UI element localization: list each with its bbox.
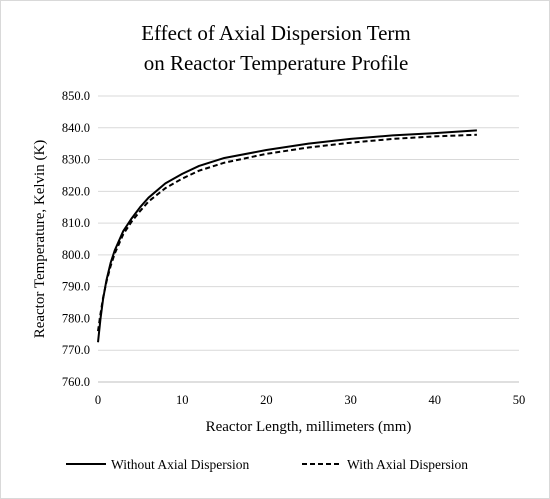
x-tick-label: 30	[344, 393, 357, 407]
legend-label-1: With Axial Dispersion	[347, 457, 468, 472]
y-axis-label: Reactor Temperature, Kelvin (K)	[32, 140, 48, 339]
y-tick-label: 780.0	[62, 311, 90, 325]
y-tick-label: 760.0	[62, 375, 90, 389]
y-tick-label: 800.0	[62, 248, 90, 262]
y-tick-label: 790.0	[62, 280, 90, 294]
chart-title: Effect of Axial Dispersion Term	[141, 21, 411, 45]
x-tick-label: 40	[429, 393, 442, 407]
series-line-0	[97, 129, 477, 343]
x-tick-label: 20	[260, 393, 273, 407]
x-tick-label: 10	[176, 393, 189, 407]
y-tick-label: 820.0	[62, 184, 90, 198]
y-tick-label: 840.0	[62, 121, 90, 135]
y-tick-label: 830.0	[62, 153, 90, 167]
x-tick-label: 0	[95, 393, 101, 407]
y-tick-label: 770.0	[62, 343, 90, 357]
series-line-1	[97, 133, 477, 332]
chart-subtitle: on Reactor Temperature Profile	[143, 51, 409, 75]
y-tick-label: 850.0	[62, 89, 90, 103]
x-tick-label: 50	[513, 393, 526, 407]
legend-label-0: Without Axial Dispersion	[111, 457, 249, 472]
y-tick-label: 810.0	[62, 216, 90, 230]
x-axis-label: Reactor Length, millimeters (mm)	[206, 419, 412, 435]
